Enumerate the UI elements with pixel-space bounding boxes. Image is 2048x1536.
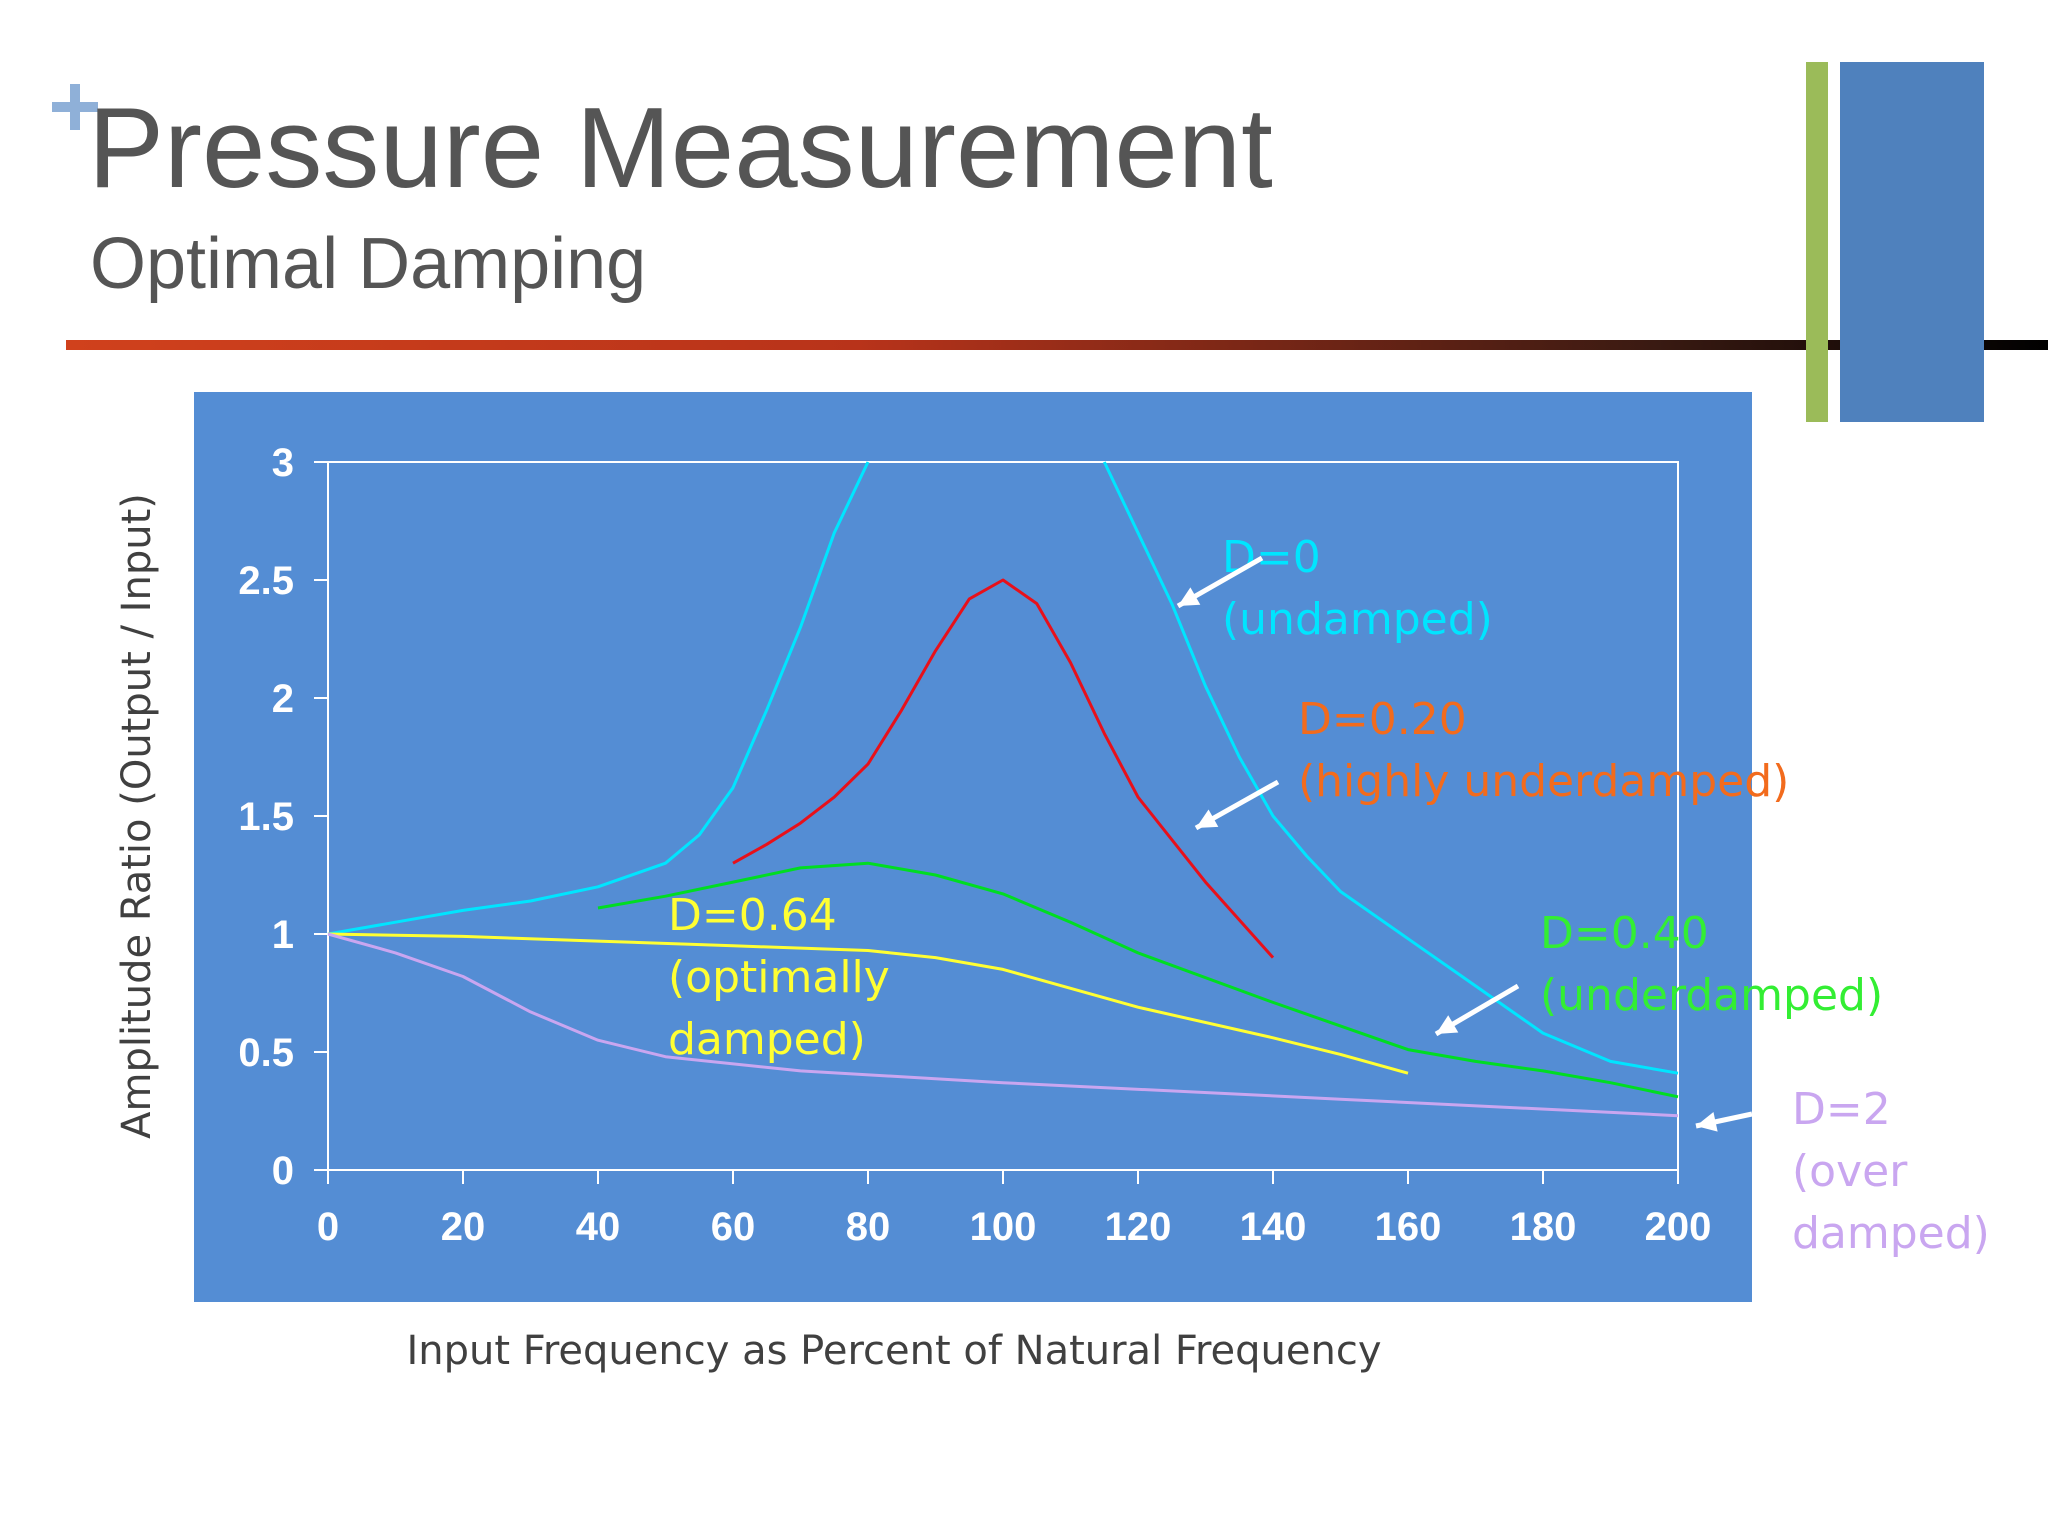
arrow-head-d0 (1178, 587, 1201, 606)
annotation-d0-line: D=0 (1222, 532, 1321, 583)
x-tick-label: 20 (441, 1205, 486, 1249)
annotation-d040-line: D=0.40 (1540, 908, 1709, 959)
x-axis-ticks: 0 20 40 60 80 100 120 140 160 180 200 (317, 1170, 1712, 1249)
series-line-d064 (327, 932, 1409, 1075)
x-tick-label: 40 (576, 1205, 621, 1249)
plot-background (194, 392, 1752, 1302)
x-axis-label: Input Frequency as Percent of Natural Fr… (406, 1328, 1381, 1374)
annotation-d020-line: D=0.20 (1298, 694, 1467, 745)
x-tick-label: 200 (1645, 1205, 1712, 1249)
x-tick-label: 160 (1375, 1205, 1442, 1249)
arrow-head-d020 (1196, 809, 1219, 828)
x-tick-label: 0 (317, 1205, 339, 1249)
series-line-d040 (597, 861, 1679, 1099)
series-line-d2 (327, 932, 1679, 1118)
decor-green-bar (1806, 62, 1828, 422)
title-divider (66, 340, 2048, 350)
y-tick-label: 3 (272, 441, 294, 485)
y-tick-label: 2 (272, 677, 294, 721)
x-tick-label: 80 (846, 1205, 891, 1249)
annotation-arrows (1176, 555, 1753, 1132)
decor-blue-bar (1840, 62, 1984, 422)
y-tick-label: 2.5 (238, 559, 294, 603)
annotation-d2-line: D=2 (1792, 1084, 1891, 1135)
x-tick-label: 60 (711, 1205, 756, 1249)
annotation-d040-line: (underdamped) (1540, 970, 1883, 1021)
annotation-d020-line: (highly underdamped) (1298, 756, 1789, 807)
y-tick-label: 1.5 (238, 795, 294, 839)
annotation-d064-line: D=0.64 (668, 890, 837, 941)
series-lines (327, 461, 1679, 1118)
slide-subtitle: Optimal Damping (90, 224, 647, 304)
y-tick-label: 1 (272, 913, 294, 957)
x-tick-label: 140 (1240, 1205, 1307, 1249)
series-line-d0 (327, 461, 870, 936)
annotation-d2-line: damped) (1792, 1208, 1990, 1259)
annotation-d064-line: (optimally (668, 952, 890, 1003)
plus-icon (52, 84, 98, 130)
x-tick-label: 100 (970, 1205, 1037, 1249)
series-line-d0 (1102, 461, 1679, 1075)
annotation-d064-line: damped) (668, 1014, 866, 1065)
y-tick-label: 0.5 (238, 1031, 294, 1075)
annotation-d0-line: (undamped) (1222, 594, 1493, 645)
series-line-d020 (732, 578, 1275, 959)
y-axis-ticks: 0 0.5 1 1.5 2 2.5 3 (238, 441, 328, 1193)
arrow-head-d040 (1436, 1015, 1459, 1034)
x-tick-label: 180 (1510, 1205, 1577, 1249)
x-tick-label: 120 (1105, 1205, 1172, 1249)
y-tick-label: 0 (272, 1149, 294, 1193)
arrow-head-d2 (1696, 1112, 1718, 1132)
y-axis-label: Amplitude Ratio (Output / Input) (114, 493, 160, 1139)
slide-title: Pressure Measurement (88, 85, 1273, 212)
annotation-d2-line: (over (1792, 1146, 1908, 1197)
annotations: D=0 (undamped) D=0.20 (highly underdamped) D… (668, 532, 1990, 1259)
